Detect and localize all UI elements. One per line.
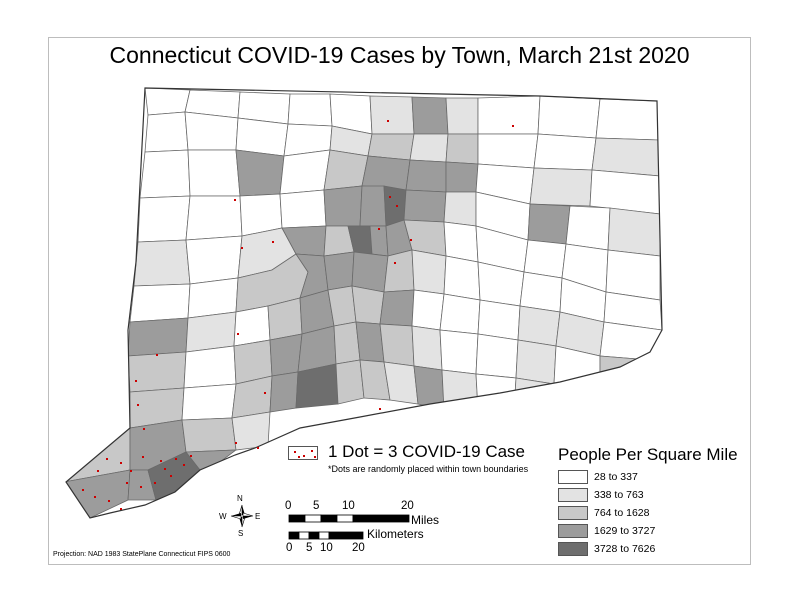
km-tick-20: 20	[352, 542, 365, 554]
density-label-1: 28 to 337	[594, 471, 638, 483]
km-tick-5: 5	[306, 542, 313, 554]
compass-west-label: W	[219, 512, 227, 521]
density-label-2: 338 to 763	[594, 489, 644, 501]
miles-scale-bar	[288, 514, 410, 523]
miles-tick-20: 20	[401, 500, 414, 512]
dot-legend-label: 1 Dot = 3 COVID-19 Case	[328, 442, 526, 461]
miles-tick-5: 5	[313, 500, 320, 512]
km-tick-0: 0	[286, 542, 293, 554]
density-swatch-2	[558, 488, 588, 502]
map-title: Connecticut COVID-19 Cases by Town, Marc…	[109, 42, 690, 68]
case-dots	[82, 120, 514, 510]
density-label-4: 1629 to 3727	[594, 525, 656, 537]
density-legend-title: People Per Square Mile	[558, 445, 738, 464]
projection-note: Projection: NAD 1983 StatePlane Connecti…	[53, 551, 231, 558]
density-swatch-1	[558, 470, 588, 484]
miles-tick-0: 0	[285, 500, 292, 512]
state-outline	[65, 87, 663, 519]
km-scale-bar	[288, 531, 364, 540]
density-swatch-4	[558, 524, 588, 538]
density-label-5: 3728 to 7626	[594, 543, 656, 555]
compass-south-label: S	[238, 529, 244, 538]
miles-tick-10: 10	[342, 500, 355, 512]
density-swatch-5	[558, 542, 588, 556]
dot-legend-swatch	[288, 446, 318, 460]
km-tick-10: 10	[320, 542, 333, 554]
map-frame	[48, 37, 751, 565]
compass-north-label: N	[237, 494, 243, 503]
density-swatch-3	[558, 506, 588, 520]
density-label-3: 764 to 1628	[594, 507, 650, 519]
dot-placement-note: *Dots are randomly placed within town bo…	[328, 464, 529, 474]
km-unit-label: Kilometers	[367, 527, 424, 541]
miles-unit-label: Miles	[411, 513, 440, 527]
compass-rose-icon	[230, 504, 254, 528]
compass-east-label: E	[255, 512, 261, 521]
